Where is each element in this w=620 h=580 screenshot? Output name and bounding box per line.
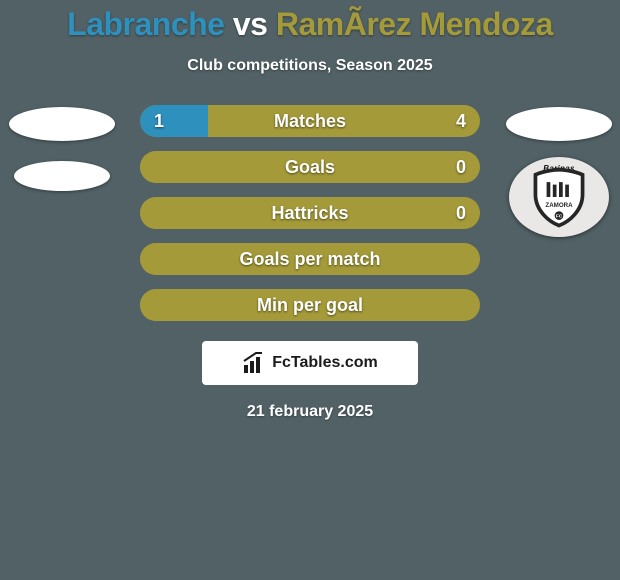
stat-row: Matches1 4 xyxy=(140,105,480,137)
club-badge: Barinas ZAMORA FC xyxy=(509,157,609,237)
stat-row: Min per goal xyxy=(140,289,480,321)
brand-text: FcTables.com xyxy=(272,354,378,372)
chart-bars-icon xyxy=(242,351,266,375)
brand-box: FcTables.com xyxy=(202,341,418,385)
stat-value-right: 0 xyxy=(456,157,466,178)
shield-icon: ZAMORA FC xyxy=(528,166,590,228)
stat-label: Goals per match xyxy=(140,249,480,270)
page-title: Labranche vs RamÃ­rez Mendoza xyxy=(67,6,553,43)
stat-value-right: 4 xyxy=(456,111,466,132)
club-badge-bottom-label: ZAMORA xyxy=(545,202,573,209)
stat-label: Matches xyxy=(140,111,480,132)
left-badges xyxy=(0,105,120,191)
stat-label: Goals xyxy=(140,157,480,178)
left-ellipse-1 xyxy=(9,107,115,141)
stat-bars: Matches14Goals0Hattricks0Goals per match… xyxy=(140,105,480,321)
vs-label: vs xyxy=(233,6,268,42)
stat-row: Goals0 xyxy=(140,151,480,183)
stat-row: Hattricks0 xyxy=(140,197,480,229)
player2-name: RamÃ­rez Mendoza xyxy=(276,6,553,42)
right-ellipse-1 xyxy=(506,107,612,141)
stat-value-right: 0 xyxy=(456,203,466,224)
svg-text:FC: FC xyxy=(556,213,563,219)
stat-value-left: 1 xyxy=(154,111,164,132)
left-ellipse-2 xyxy=(14,161,110,191)
mid-section: Matches14Goals0Hattricks0Goals per match… xyxy=(0,105,620,321)
right-badges: Barinas ZAMORA FC xyxy=(500,105,620,237)
stat-label: Min per goal xyxy=(140,295,480,316)
subtitle: Club competitions, Season 2025 xyxy=(187,57,432,75)
date-label: 21 february 2025 xyxy=(247,403,373,421)
stat-row: Goals per match xyxy=(140,243,480,275)
comparison-card: Labranche vs RamÃ­rez Mendoza Club compe… xyxy=(0,0,620,580)
player1-name: Labranche xyxy=(67,6,224,42)
stat-label: Hattricks xyxy=(140,203,480,224)
